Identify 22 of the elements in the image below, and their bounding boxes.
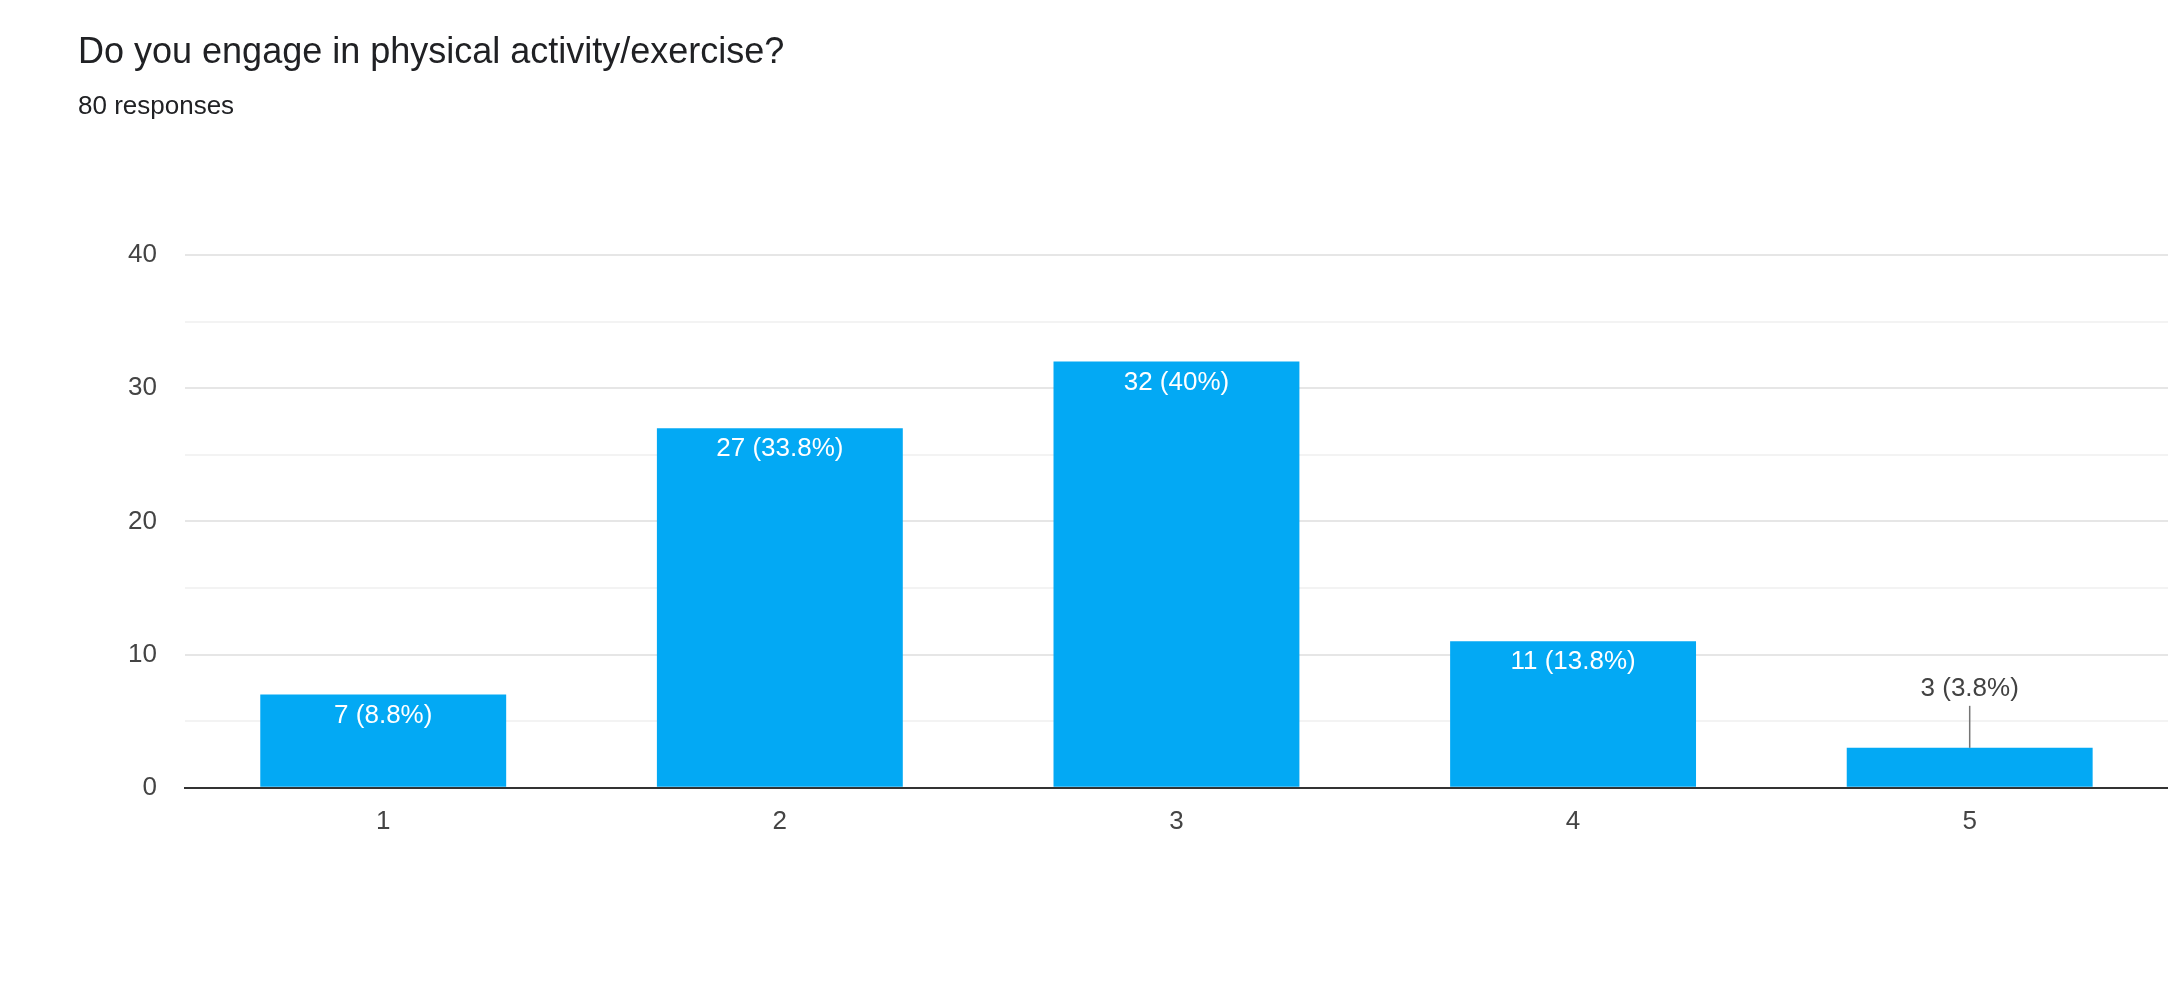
x-tick-label: 2 [772,804,788,835]
x-tick-label: 1 [375,804,391,835]
y-tick-label: 40 [128,238,157,269]
y-tick-label: 20 [128,504,157,535]
bar [1450,641,1697,787]
y-tick-label: 30 [128,371,157,402]
bar [260,694,507,787]
data-label: 11 (13.8%) [1510,645,1636,676]
data-label: 3 (3.8%) [1920,672,2019,703]
bar [656,428,903,787]
x-tick-label: 5 [1962,804,1977,835]
chart-title: Do you engage in physical activity/exercise? [78,30,785,72]
y-tick-label: 0 [142,770,157,801]
data-label: 32 (40%) [1123,365,1230,396]
bar [1846,747,2093,787]
y-tick-label: 10 [128,637,157,668]
x-tick-label: 4 [1565,804,1581,835]
bar [1053,361,1300,787]
data-label: 27 (33.8%) [716,432,844,463]
data-label: 7 (8.8%) [334,698,433,729]
chart-subtitle: 80 responses [78,90,235,121]
x-tick-label: 3 [1169,804,1184,835]
